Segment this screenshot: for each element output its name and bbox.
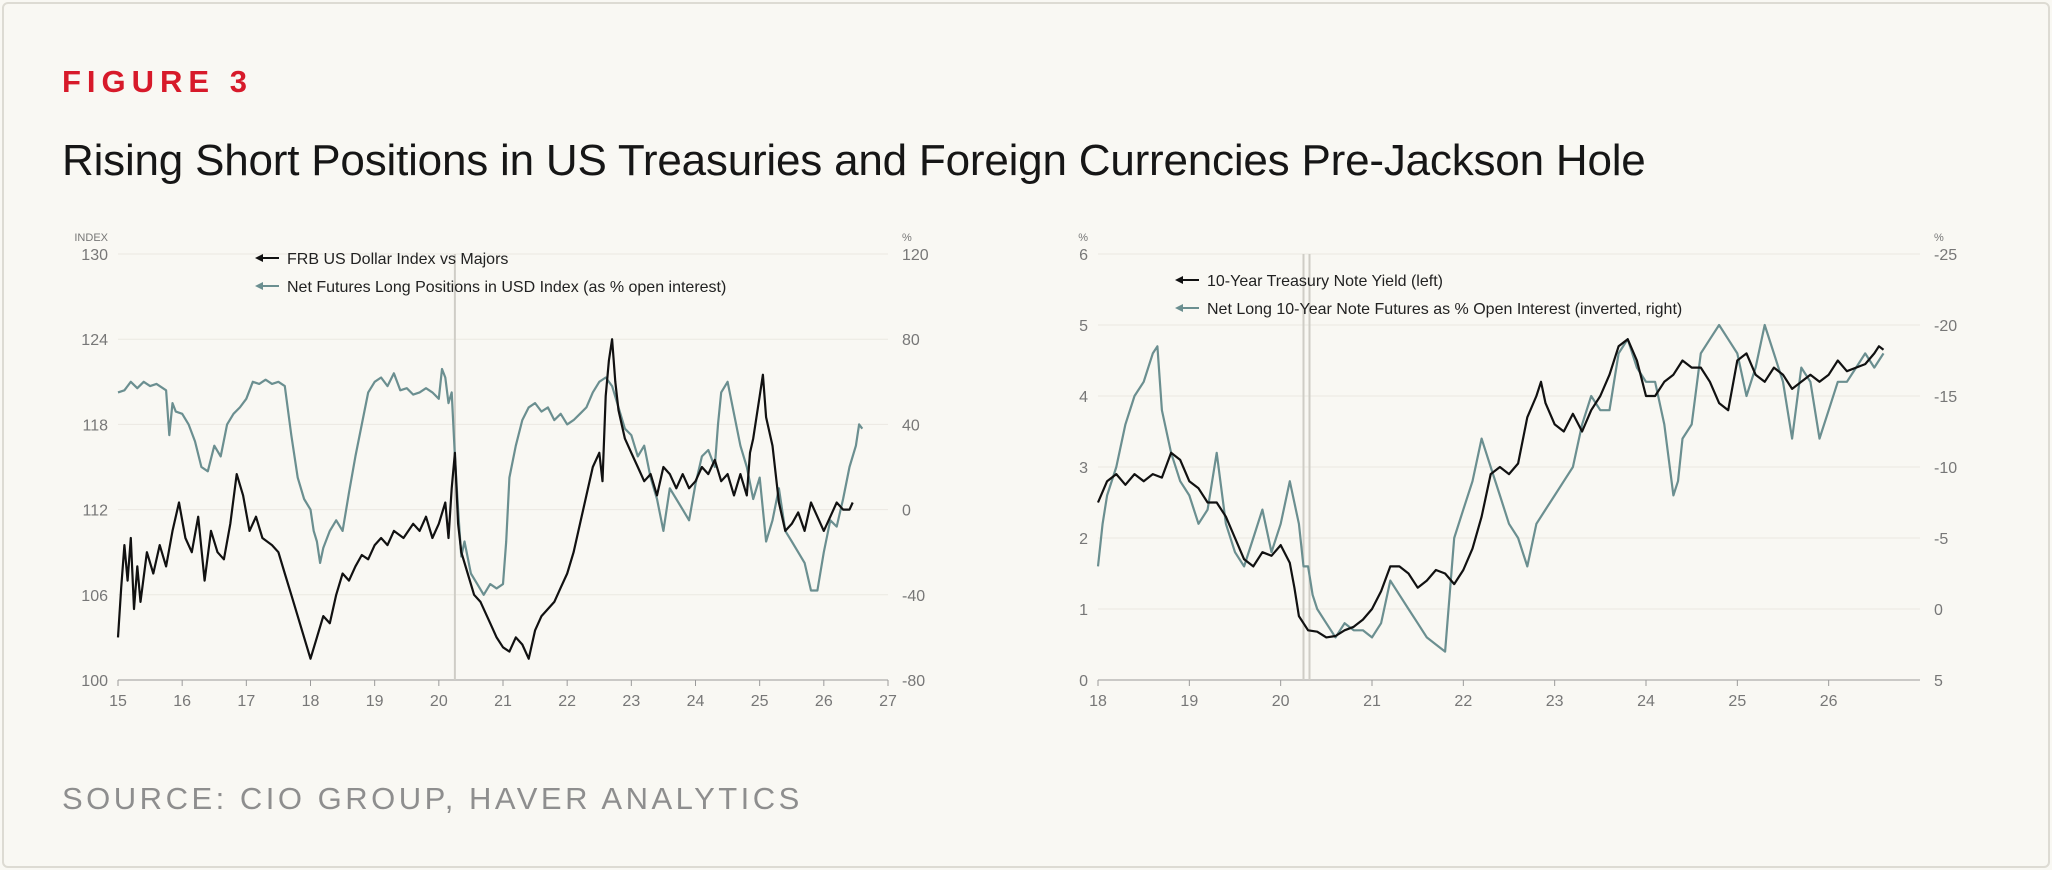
x-tick-label: 24 [687, 693, 705, 710]
x-tick-label: 18 [302, 693, 320, 710]
legend-arrow-icon [255, 282, 263, 290]
y-right-tick-label: 0 [902, 503, 911, 520]
y-right-unit: % [1934, 232, 1944, 244]
chart-1: 130 124 118 112 106 100 120 80 40 0 -40 -80 INDEX % 15… [74, 232, 928, 710]
y-right-tick-label: -5 [1934, 531, 1948, 548]
y-left-tick-label: 1 [1079, 602, 1088, 619]
y-right-tick-label: 80 [902, 332, 920, 349]
x-tick-label: 20 [430, 693, 448, 710]
x-tick-label: 19 [366, 693, 384, 710]
y-right-tick-label: 0 [1934, 602, 1943, 619]
legend-label: 10-Year Treasury Note Yield (left) [1207, 273, 1443, 290]
x-tick-label: 16 [173, 693, 191, 710]
x-tick-label: 22 [558, 693, 576, 710]
y-right-tick-label: 5 [1934, 673, 1943, 690]
y-left-tick-label: 3 [1079, 460, 1088, 477]
y-right-tick-label: 40 [902, 417, 920, 434]
y-left-unit: % [1078, 232, 1088, 244]
legend-label: Net Futures Long Positions in USD Index … [287, 279, 726, 296]
legend-arrow-icon [1175, 276, 1183, 284]
x-tick-label: 23 [1546, 693, 1564, 710]
legend-arrow-icon [255, 254, 263, 262]
figure-label: FIGURE 3 [62, 64, 253, 99]
x-tick-label: 21 [1363, 693, 1381, 710]
x-tick-label: 22 [1454, 693, 1472, 710]
legend-label: Net Long 10-Year Note Futures as % Open … [1207, 301, 1682, 318]
y-right-tick-label: -25 [1934, 247, 1957, 264]
x-tick-label: 25 [1728, 693, 1746, 710]
y-left-tick-label: 0 [1079, 673, 1088, 690]
x-tick-label: 25 [751, 693, 769, 710]
y-right-tick-label: 120 [902, 247, 929, 264]
x-tick-label: 26 [1820, 693, 1838, 710]
y-right-tick-label: -80 [902, 673, 925, 690]
x-tick-label: 23 [622, 693, 640, 710]
y-right-tick-label: -10 [1934, 460, 1957, 477]
series-line-1 [1096, 338, 1885, 639]
y-right-unit: % [902, 232, 912, 244]
x-tick-label: 26 [815, 693, 833, 710]
x-tick-label: 15 [109, 693, 127, 710]
y-left-tick-label: 124 [81, 332, 108, 349]
x-tick-label: 24 [1637, 693, 1655, 710]
y-left-tick-label: 2 [1079, 531, 1088, 548]
y-left-tick-label: 4 [1079, 389, 1088, 406]
y-left-unit: INDEX [74, 232, 108, 244]
x-tick-label: 17 [237, 693, 255, 710]
x-tick-label: 21 [494, 693, 512, 710]
legend-label: FRB US Dollar Index vs Majors [287, 251, 508, 268]
y-left-tick-label: 106 [81, 588, 108, 605]
y-left-tick-label: 5 [1079, 318, 1088, 335]
y-right-tick-label: -15 [1934, 389, 1957, 406]
y-left-tick-label: 118 [82, 417, 108, 434]
y-right-tick-label: -20 [1934, 318, 1957, 335]
x-tick-label: 27 [879, 693, 897, 710]
y-left-tick-label: 112 [82, 503, 108, 520]
x-tick-label: 18 [1089, 693, 1107, 710]
y-right-tick-label: -40 [902, 588, 925, 605]
legend-arrow-icon [1175, 304, 1183, 312]
series-line-1 [116, 338, 854, 660]
y-left-tick-label: 100 [81, 673, 108, 690]
y-left-tick-label: 130 [81, 247, 108, 264]
y-left-tick-label: 6 [1079, 247, 1088, 264]
x-tick-label: 20 [1272, 693, 1290, 710]
figure-title: Rising Short Positions in US Treasuries … [62, 136, 1646, 185]
x-tick-label: 19 [1180, 693, 1198, 710]
series-line-2 [117, 367, 864, 596]
series-line-2 [1096, 323, 1885, 653]
source-note: SOURCE: CIO GROUP, HAVER ANALYTICS [62, 781, 803, 816]
